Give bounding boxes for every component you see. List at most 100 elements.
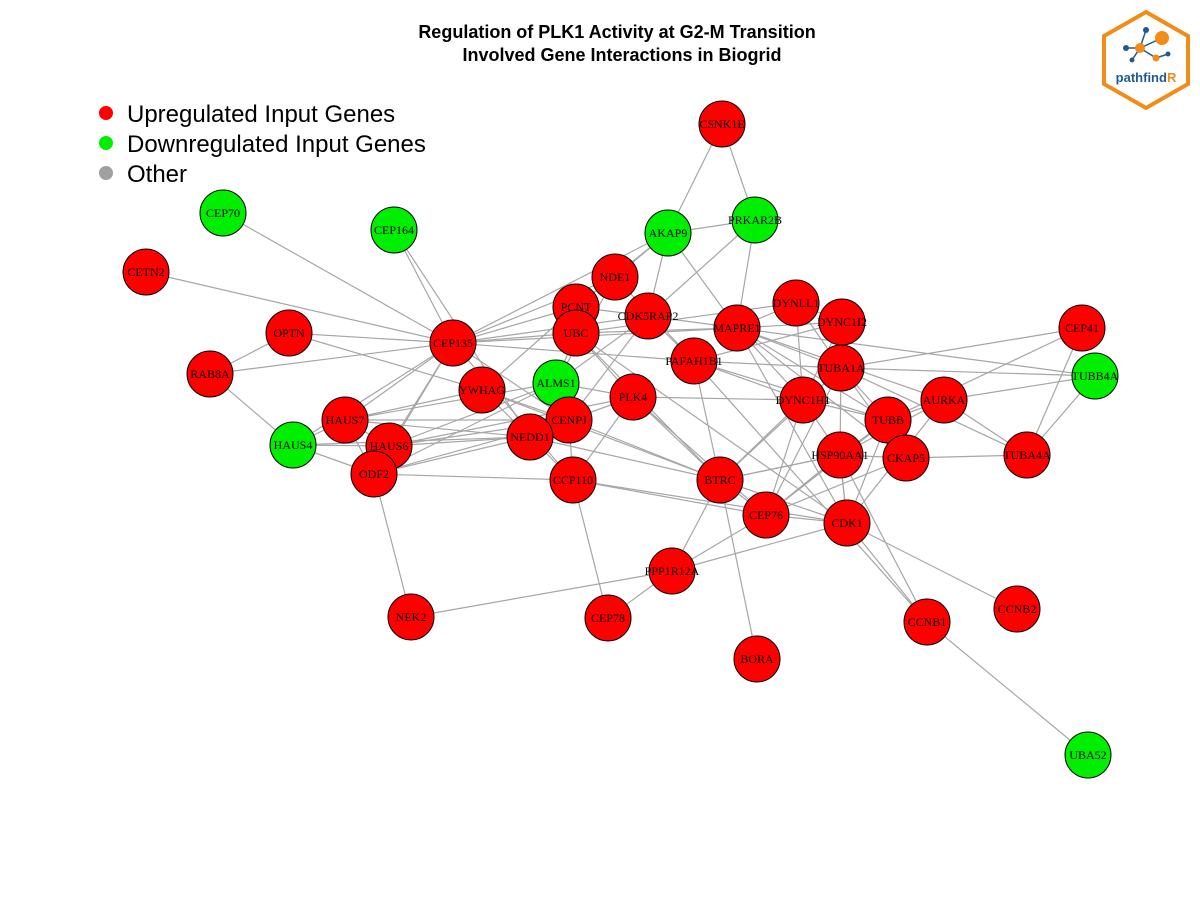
logo-text-accent: R <box>1167 70 1177 85</box>
node-cep70: CEP70 <box>199 189 247 237</box>
node-label-akap9: AKAP9 <box>649 226 688 240</box>
node-ywhag: YWHAG <box>458 366 506 414</box>
edge-alms1-haus6 <box>388 382 557 447</box>
node-circle-csnk1e <box>698 100 746 148</box>
node-ccnb2: CCNB2 <box>993 585 1041 633</box>
title-line-2: Involved Gene Interactions in Biogrid <box>462 45 781 65</box>
node-circle-uba52 <box>1064 731 1112 779</box>
node-label-uba52: UBA52 <box>1069 748 1106 762</box>
edge-haus6-nedd1 <box>388 436 531 447</box>
node-circle-btrc <box>696 456 744 504</box>
node-label-dynll1: DYNLL1 <box>773 296 820 310</box>
node-ccp110: CCP110 <box>549 456 597 504</box>
node-circle-nek2 <box>387 593 435 641</box>
node-tuba1a: TUBA1A <box>817 344 865 392</box>
edge-mapre1-tubb4a <box>736 327 1096 377</box>
edge-mapre1-cdk1 <box>736 327 848 524</box>
node-circle-dync1h1 <box>779 376 827 424</box>
node-circle-aurka <box>920 376 968 424</box>
node-label-cep70: CEP70 <box>206 206 240 220</box>
node-uba52: UBA52 <box>1064 731 1112 779</box>
node-label-ckap5: CKAP5 <box>887 451 925 465</box>
node-aurka: AURKA <box>920 376 968 424</box>
node-csnk1e: CSNK1E <box>698 100 746 148</box>
edge-pafah1b1-tuba1a <box>693 360 842 369</box>
edge-cetn2-cep135 <box>145 271 454 344</box>
logo-hexagon <box>1102 9 1190 111</box>
pathfindr-logo: pathfindR <box>1102 9 1190 111</box>
edge-odf2-nek2 <box>373 473 412 618</box>
node-circle-ubc <box>552 309 600 357</box>
edge-prkar2b-cdk5rap2 <box>647 219 756 317</box>
node-label-btrc: BTRC <box>704 473 735 487</box>
edge-cep135-ccp110 <box>452 342 574 481</box>
node-circle-pafah1b1 <box>670 337 718 385</box>
node-label-dync1h1: DYNC1H1 <box>776 393 831 407</box>
logo-text: pathfindR <box>1116 70 1177 85</box>
node-cep41: CEP41 <box>1058 304 1106 352</box>
node-cep76: CEP76 <box>742 491 790 539</box>
node-ubc: UBC <box>552 309 600 357</box>
node-circle-nedd1 <box>506 413 554 461</box>
node-label-tuba1a: TUBA1A <box>817 361 865 375</box>
node-tuba4a: TUBA4A <box>1003 431 1051 479</box>
node-circle-cep76 <box>742 491 790 539</box>
node-label-pcnt: PCNT <box>561 300 592 314</box>
edge-akap9-cep135 <box>452 232 669 344</box>
node-dync1h1: DYNC1H1 <box>776 376 831 424</box>
node-circle-odf2 <box>350 450 398 498</box>
node-label-cenpj: CENPJ <box>551 413 587 427</box>
node-label-ccnb1: CCNB1 <box>908 615 947 629</box>
node-circle-tuba1a <box>817 344 865 392</box>
legend: Upregulated Input Genes Downregulated In… <box>99 101 426 188</box>
node-circle-ccnb2 <box>993 585 1041 633</box>
node-dync1i2: DYNC1I2 <box>817 298 867 346</box>
node-ccnb1: CCNB1 <box>903 598 951 646</box>
node-circle-cep164 <box>370 206 418 254</box>
node-cdk1: CDK1 <box>823 499 871 547</box>
node-rab8a: RAB8A <box>186 350 234 398</box>
edge-ccp110-cep76 <box>572 479 767 516</box>
node-ppp1r12a: PPP1R12A <box>645 547 700 595</box>
node-label-csnk1e: CSNK1E <box>699 117 744 131</box>
node-label-tuba4a: TUBA4A <box>1003 448 1051 462</box>
edge-ccp110-cdk1 <box>572 479 848 524</box>
edge-pafah1b1-ccnb1 <box>693 360 928 623</box>
edge-alms1-haus7 <box>344 382 557 421</box>
node-label-haus7: HAUS7 <box>326 413 365 427</box>
legend-label-upregulated: Upregulated Input Genes <box>127 101 395 128</box>
edge-cep41-tubb <box>887 327 1083 421</box>
node-circle-nde1 <box>591 253 639 301</box>
edge-dync1i2-pafah1b1 <box>693 321 843 362</box>
edge-plk4-cep76 <box>632 396 767 516</box>
node-prkar2b: PRKAR2B <box>728 196 782 244</box>
node-label-hsp90aa1: HSP90AA1 <box>811 448 868 462</box>
edge-tubb4a-aurka <box>943 375 1096 401</box>
node-tubb: TUBB <box>864 396 912 444</box>
edge-ccnb1-uba52 <box>926 621 1089 756</box>
node-label-cdk5rap2: CDK5RAP2 <box>618 309 679 323</box>
edge-plk4-haus6 <box>388 396 634 447</box>
edge-btrc-bora <box>719 479 758 660</box>
edge-cep41-tuba1a <box>840 327 1083 369</box>
node-label-nde1: NDE1 <box>600 270 631 284</box>
node-circle-tuba4a <box>1003 431 1051 479</box>
node-label-cetn2: CETN2 <box>127 265 164 279</box>
node-circle-haus7 <box>321 396 369 444</box>
node-label-ppp1r12a: PPP1R12A <box>645 564 700 578</box>
node-cdk5rap2: CDK5RAP2 <box>618 292 679 340</box>
title-line-1: Regulation of PLK1 Activity at G2-M Tran… <box>418 22 815 42</box>
nodes-layer: CSNK1E PRKAR2B AKAP9 CEP70 CEP164 CETN2 NDE1 PC… <box>122 100 1119 779</box>
edge-cdk1-ppp1r12a <box>671 522 848 572</box>
edge-optn-ywhag <box>288 332 483 391</box>
node-plk4: PLK4 <box>609 373 657 421</box>
node-label-cdk1: CDK1 <box>831 516 862 530</box>
node-circle-cep135 <box>429 319 477 367</box>
node-circle-tubb4a <box>1071 352 1119 400</box>
node-circle-ckap5 <box>882 434 930 482</box>
node-circle-ywhag <box>458 366 506 414</box>
node-nde1: NDE1 <box>591 253 639 301</box>
node-label-ywhag: YWHAG <box>459 383 505 397</box>
node-label-nedd1: NEDD1 <box>510 430 549 444</box>
